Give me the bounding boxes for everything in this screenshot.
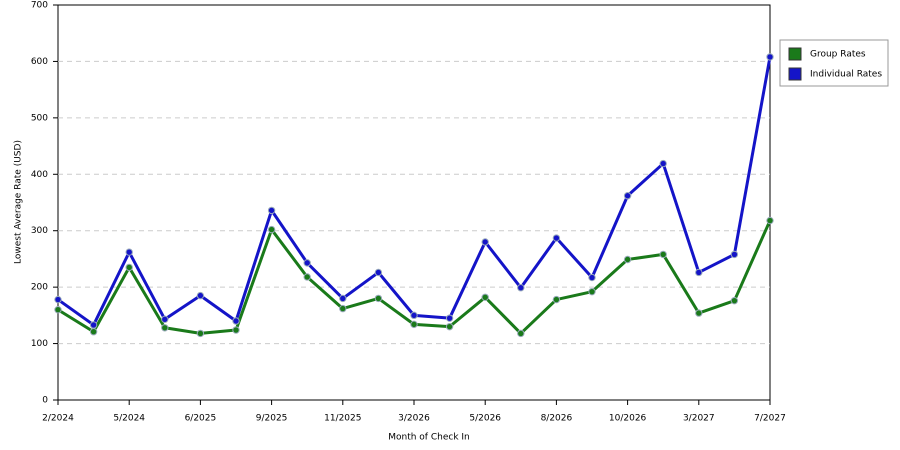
- data-point: [161, 315, 169, 324]
- data-point: [517, 284, 525, 292]
- data-point: [517, 329, 525, 338]
- x-tick-label: 8/2026: [541, 414, 573, 424]
- legend-swatch: [788, 47, 802, 61]
- y-tick-label: 300: [31, 226, 48, 236]
- data-point: [623, 255, 632, 264]
- legend-label: Individual Rates: [810, 70, 882, 80]
- data-point: [445, 322, 454, 331]
- data-point: [89, 328, 98, 336]
- y-tick-label: 0: [42, 396, 48, 406]
- data-point: [730, 250, 739, 259]
- data-point: [659, 250, 667, 259]
- x-tick-label: 9/2025: [256, 414, 288, 424]
- data-point: [54, 295, 62, 304]
- legend-label: Group Rates: [810, 50, 866, 60]
- data-point: [766, 216, 774, 225]
- data-point: [339, 294, 347, 303]
- y-tick-label: 600: [31, 57, 48, 67]
- y-tick-label: 200: [31, 283, 48, 293]
- data-point: [445, 314, 454, 322]
- data-point: [125, 263, 133, 272]
- y-tick-label: 500: [31, 113, 48, 123]
- x-tick-label: 3/2027: [683, 414, 715, 424]
- data-point: [161, 324, 169, 332]
- legend-swatch: [788, 67, 802, 81]
- x-tick-label: 11/2025: [324, 414, 361, 424]
- x-tick-label: 6/2025: [185, 414, 217, 424]
- data-point: [588, 273, 596, 282]
- x-tick-label: 10/2026: [609, 414, 647, 424]
- x-axis-label: Month of Check In: [388, 433, 470, 443]
- data-point: [374, 294, 383, 303]
- y-tick-label: 400: [31, 170, 48, 180]
- data-point: [232, 317, 240, 325]
- data-point: [196, 329, 205, 338]
- y-tick-label: 700: [31, 1, 48, 11]
- data-point: [588, 287, 596, 296]
- data-point: [659, 159, 667, 168]
- data-point: [730, 296, 739, 305]
- series-line: [57, 56, 772, 327]
- data-point: [267, 225, 276, 234]
- data-point: [481, 293, 489, 301]
- plot-frame: [57, 4, 771, 401]
- data-point: [267, 206, 276, 215]
- data-point: [410, 320, 418, 329]
- data-point: [303, 273, 311, 281]
- data-point: [54, 306, 62, 314]
- x-tick-label: 3/2026: [398, 414, 430, 424]
- data-point: [89, 321, 98, 329]
- data-point: [232, 326, 240, 334]
- y-axis-label: Lowest Average Rate (USD): [14, 140, 24, 264]
- data-point: [623, 192, 632, 200]
- data-point: [695, 268, 703, 277]
- data-point: [410, 311, 418, 320]
- data-point: [196, 291, 205, 300]
- x-tick-label: 5/2026: [469, 414, 501, 424]
- x-tick-label: 7/2027: [754, 414, 786, 424]
- data-point: [303, 259, 311, 267]
- data-point: [481, 238, 489, 246]
- data-point: [552, 234, 561, 242]
- x-tick-label: 2/2024: [42, 414, 74, 424]
- x-tick-label: 5/2024: [113, 414, 145, 424]
- data-point: [339, 304, 347, 313]
- data-point: [552, 295, 561, 304]
- data-point: [695, 309, 703, 317]
- data-point: [766, 53, 774, 61]
- y-tick-label: 100: [31, 339, 48, 349]
- data-point: [374, 268, 383, 277]
- data-point: [125, 248, 133, 256]
